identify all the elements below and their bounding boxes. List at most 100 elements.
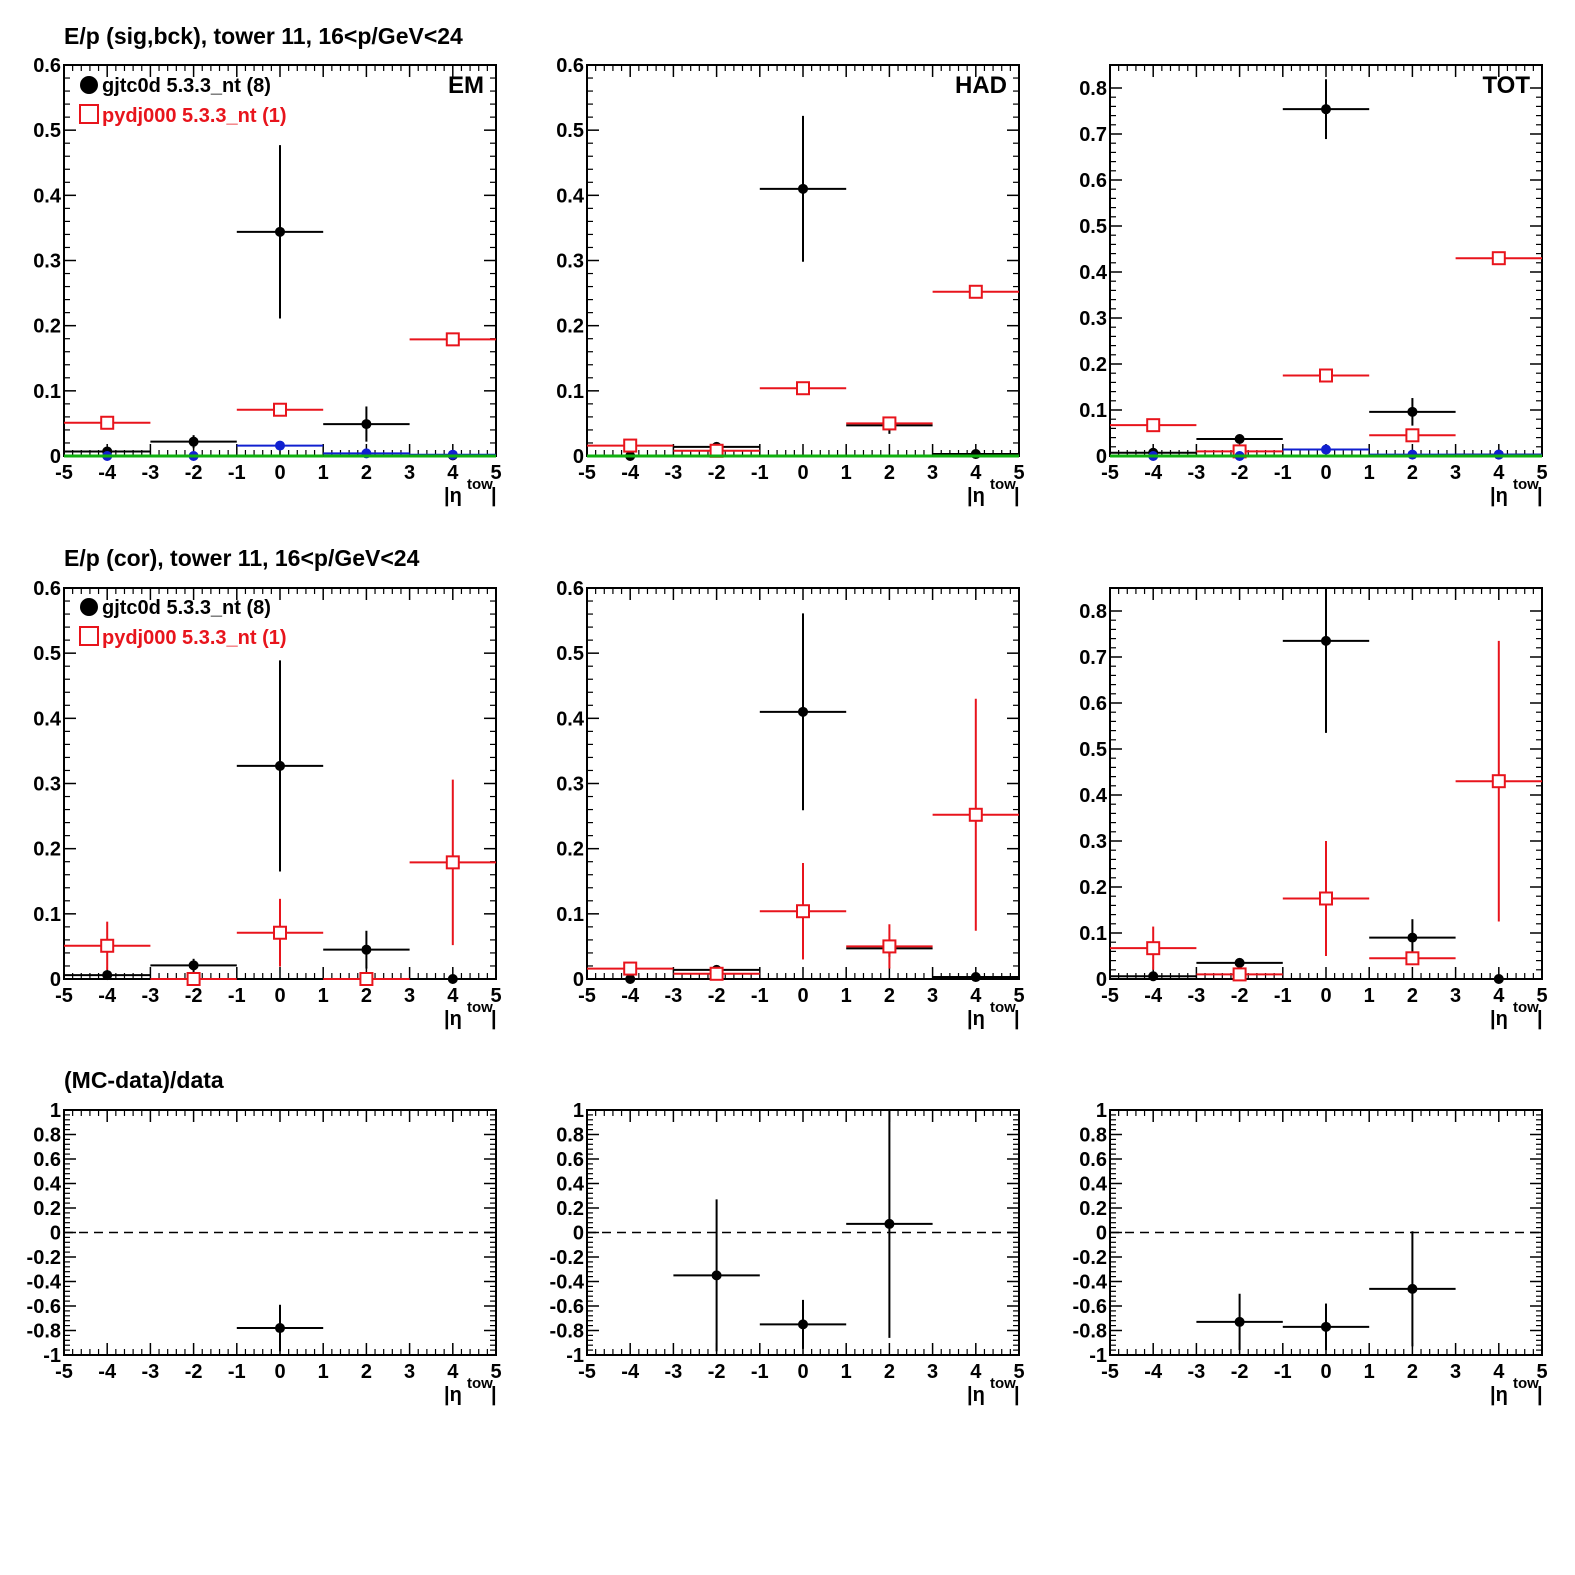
legend-top: gjtc0d 5.3.3_nt (8) pydj000 5.3.3_nt (1) bbox=[79, 75, 287, 127]
y-tick-label: 0.6 bbox=[1079, 170, 1107, 192]
x-tick-label: 3 bbox=[927, 1361, 938, 1383]
x-tick-label: 5 bbox=[1536, 1361, 1547, 1383]
data-point bbox=[102, 970, 113, 981]
data-point bbox=[968, 284, 983, 299]
x-axis-label-superscript: tow bbox=[467, 999, 493, 1016]
x-axis-label-bar: | bbox=[491, 1384, 497, 1406]
y-tick-label: 0.3 bbox=[33, 774, 61, 796]
x-tick-label: -4 bbox=[98, 985, 117, 1007]
x-tick-label: -3 bbox=[142, 985, 160, 1007]
x-tick-label: 3 bbox=[404, 985, 415, 1007]
x-tick-label: 2 bbox=[1407, 1361, 1418, 1383]
data-point bbox=[798, 706, 808, 717]
y-tick-label: 0 bbox=[50, 446, 61, 468]
y-tick-label: 0.1 bbox=[1079, 923, 1107, 945]
y-tick-label: -0.6 bbox=[550, 1296, 584, 1318]
x-tick-label: 4 bbox=[447, 1361, 459, 1383]
data-point bbox=[1146, 941, 1161, 956]
x-axis-label-superscript: tow bbox=[467, 476, 493, 493]
x-tick-label: 4 bbox=[447, 462, 459, 484]
data-point bbox=[970, 972, 981, 983]
y-tick-label: 0.6 bbox=[1079, 1149, 1107, 1171]
x-tick-label: -2 bbox=[1231, 1361, 1249, 1383]
y-tick-label: 0.1 bbox=[33, 904, 61, 926]
x-tick-label: -1 bbox=[751, 462, 769, 484]
x-axis-label-superscript: tow bbox=[1513, 999, 1539, 1016]
x-tick-label: -1 bbox=[228, 1361, 246, 1383]
panel-cor-em: -5 -4 -3 -2 -1 0 1 2 3 4 5 0 0.1 0.2 0.3 0.4 0.5 0.6 |η tow… bbox=[33, 578, 501, 1030]
x-axis-label-bar: | bbox=[1014, 1008, 1020, 1030]
x-tick-label: 3 bbox=[1450, 985, 1461, 1007]
y-tick-label: 0.8 bbox=[1079, 1125, 1107, 1147]
y-tick-label: 0.5 bbox=[1079, 216, 1107, 238]
x-tick-label: -2 bbox=[185, 1361, 203, 1383]
data-point bbox=[1146, 418, 1161, 433]
y-tick-label: 0.4 bbox=[1079, 785, 1108, 807]
x-tick-label: -1 bbox=[751, 1361, 769, 1383]
x-tick-label: -4 bbox=[1144, 462, 1163, 484]
data-point bbox=[445, 855, 460, 870]
x-tick-label: -3 bbox=[142, 462, 160, 484]
panel-ratio-em: -5 -4 -3 -2 -1 0 1 2 3 4 5-1-0.8-0.6-0.4-0.200.20.… bbox=[27, 1100, 502, 1406]
x-tick-label: 5 bbox=[490, 462, 501, 484]
x-tick-label: 0 bbox=[274, 985, 285, 1007]
x-tick-label: -5 bbox=[578, 462, 596, 484]
y-tick-label: 0.6 bbox=[556, 55, 584, 77]
data-point bbox=[796, 904, 810, 919]
x-tick-label: 0 bbox=[274, 462, 285, 484]
data-point bbox=[1493, 974, 1504, 984]
y-tick-label: 0.7 bbox=[1079, 124, 1107, 146]
panel-sig-tot: -5 -4 -3 -2 -1 0 1 2 3 4 5 0 0.1 0.2 0.3 0.4 0.5 0.6 0.7 0.… bbox=[1079, 64, 1548, 507]
x-axis-label: |η bbox=[967, 1384, 985, 1406]
x-tick-label: -4 bbox=[98, 462, 117, 484]
x-tick-label: 5 bbox=[490, 1361, 501, 1383]
y-tick-label: 0.8 bbox=[1079, 78, 1107, 100]
y-tick-label: 0.2 bbox=[1079, 877, 1107, 899]
x-tick-label: 3 bbox=[404, 462, 415, 484]
x-axis-label-superscript: tow bbox=[990, 999, 1016, 1016]
x-tick-label: 3 bbox=[927, 985, 938, 1007]
x-axis-label-superscript: tow bbox=[467, 1375, 493, 1392]
x-tick-label: 1 bbox=[841, 1361, 852, 1383]
x-axis-label-superscript: tow bbox=[1513, 476, 1539, 493]
data-point bbox=[884, 1218, 895, 1229]
y-tick-label: -0.4 bbox=[1073, 1272, 1108, 1294]
y-tick-label: 0.4 bbox=[556, 1174, 585, 1196]
panel-cor-had: -5 -4 -3 -2 -1 0 1 2 3 4 5 0 0.1 0.2 0.3 0.4 0.5 0.6 |η tow… bbox=[556, 578, 1024, 1030]
y-tick-label: 0 bbox=[1096, 969, 1107, 991]
x-tick-label: 2 bbox=[361, 985, 372, 1007]
x-tick-label: -3 bbox=[665, 462, 683, 484]
y-tick-label: 0.5 bbox=[556, 643, 584, 665]
data-point bbox=[1232, 967, 1247, 982]
data-point bbox=[186, 972, 201, 986]
y-tick-label: 0.4 bbox=[556, 185, 585, 207]
y-tick-label: 0.7 bbox=[1079, 647, 1107, 669]
x-tick-label: 0 bbox=[274, 1361, 285, 1383]
y-tick-label: 0.6 bbox=[1079, 693, 1107, 715]
x-tick-label: -4 bbox=[621, 462, 640, 484]
y-tick-label: -0.2 bbox=[550, 1247, 584, 1269]
y-tick-label: 1 bbox=[50, 1100, 61, 1122]
x-tick-label: -3 bbox=[1188, 985, 1206, 1007]
row-title-signal-background: E/p (sig,bck), tower 11, 16<p/GeV<24 bbox=[64, 23, 463, 49]
y-tick-label: -0.8 bbox=[1073, 1321, 1107, 1343]
x-tick-label: -4 bbox=[621, 1361, 640, 1383]
x-tick-label: 2 bbox=[884, 985, 895, 1007]
data-point bbox=[625, 974, 636, 984]
data-point bbox=[882, 939, 897, 954]
data-point bbox=[623, 438, 638, 453]
x-tick-label: 3 bbox=[927, 462, 938, 484]
data-point bbox=[275, 760, 285, 771]
x-tick-label: -4 bbox=[621, 985, 640, 1007]
y-tick-label: 0.4 bbox=[33, 708, 62, 730]
x-axis-label: |η bbox=[444, 1008, 462, 1030]
x-tick-label: 1 bbox=[841, 985, 852, 1007]
x-tick-label: 2 bbox=[361, 1361, 372, 1383]
x-axis-label-bar: | bbox=[1537, 1008, 1543, 1030]
y-tick-label: 0.1 bbox=[33, 381, 61, 403]
x-tick-label: 5 bbox=[490, 985, 501, 1007]
x-tick-label: -3 bbox=[665, 985, 683, 1007]
data-point bbox=[1405, 428, 1420, 443]
x-axis-label-superscript: tow bbox=[1513, 1375, 1539, 1392]
data-point bbox=[1234, 957, 1245, 968]
